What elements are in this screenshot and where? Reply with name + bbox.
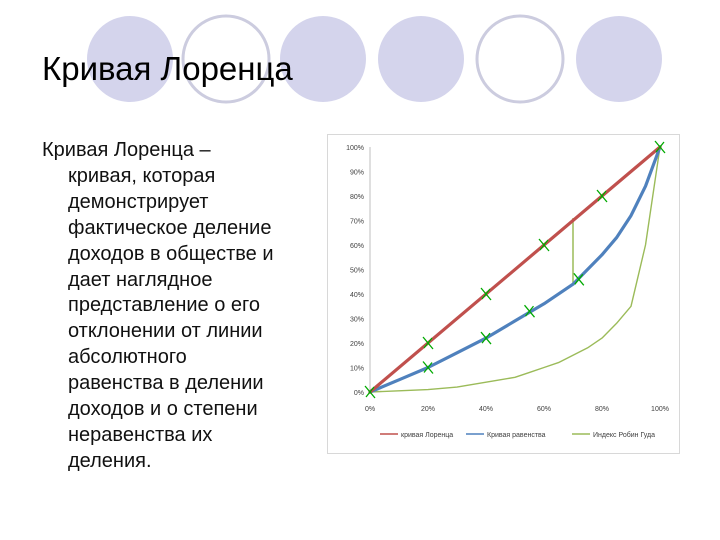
decorative-circle-4 bbox=[378, 16, 464, 102]
series-line-1 bbox=[368, 145, 662, 394]
decorative-circle-3 bbox=[280, 16, 366, 102]
annotation-mark bbox=[654, 140, 666, 154]
annotation-mark bbox=[364, 385, 376, 399]
x-tick-label: 0% bbox=[365, 406, 375, 413]
y-tick-label: 10% bbox=[350, 366, 364, 373]
annotation-mark bbox=[422, 361, 434, 374]
body-text-line: доходов и о степени bbox=[68, 398, 258, 421]
body-text-line: доходов в обществе и bbox=[68, 242, 274, 265]
body-text-line: отклонении от линии bbox=[68, 320, 263, 343]
y-tick-label: 100% bbox=[346, 145, 364, 152]
y-tick-label: 30% bbox=[350, 317, 364, 324]
body-text-line: кривая, которая bbox=[68, 164, 216, 187]
x-tick-label: 60% bbox=[537, 406, 551, 413]
x-tick-label: 80% bbox=[595, 406, 609, 413]
annotation-mark bbox=[480, 331, 492, 345]
legend-label: Кривая равенства bbox=[487, 432, 546, 439]
y-tick-label: 90% bbox=[350, 170, 364, 177]
decorative-circle-6 bbox=[576, 16, 662, 102]
annotation-mark bbox=[422, 336, 434, 350]
x-tick-label: 40% bbox=[479, 406, 493, 413]
legend-item: Индекс Робин Гуда bbox=[572, 431, 655, 439]
y-tick-label: 20% bbox=[350, 341, 364, 348]
annotation-mark bbox=[480, 287, 492, 301]
annotation-mark bbox=[538, 238, 550, 252]
y-tick-label: 40% bbox=[350, 292, 364, 299]
decorative-circles bbox=[87, 14, 662, 104]
body-text-line: неравенства их bbox=[68, 423, 213, 446]
decorative-circle-1 bbox=[87, 16, 173, 102]
y-tick-label: 60% bbox=[350, 243, 364, 250]
decorative-circle-5 bbox=[475, 14, 565, 104]
slide-title: Кривая Лоренца bbox=[42, 50, 293, 87]
legend-item: Кривая равенства bbox=[466, 432, 546, 439]
annotation-mark bbox=[596, 189, 608, 203]
series-line-3 bbox=[369, 146, 661, 393]
body-text-line: деления. bbox=[68, 449, 152, 472]
body-text-line: фактическое деление bbox=[68, 216, 272, 239]
y-tick-label: 50% bbox=[350, 268, 364, 275]
body-text-line: равенства в делении bbox=[68, 372, 264, 395]
annotation-mark bbox=[524, 304, 535, 318]
lorenz-chart-panel: 100% 90% 80% 70% 60% 50% 40% 30% 20% 10% 0% 0% 20% 40… bbox=[327, 134, 680, 454]
annotation-mark bbox=[573, 272, 585, 286]
body-text-line: Кривая Лоренца – bbox=[42, 139, 211, 161]
body-text-line: дает наглядное bbox=[68, 268, 213, 291]
legend-label: Индекс Робин Гуда bbox=[593, 431, 655, 439]
x-tick-label: 20% bbox=[421, 406, 435, 413]
body-text: Кривая Лоренца – кривая, которая демонстри… bbox=[42, 138, 332, 475]
body-text-line: представление о его bbox=[68, 294, 261, 317]
x-tick-label: 100% bbox=[651, 406, 669, 413]
body-text-line: абсолютного bbox=[68, 346, 187, 369]
legend-label: кривая Лоренца bbox=[401, 432, 453, 439]
y-tick-label: 70% bbox=[350, 219, 364, 226]
y-tick-label: 0% bbox=[354, 390, 364, 397]
y-tick-label: 80% bbox=[350, 194, 364, 201]
lorenz-chart: 100% 90% 80% 70% 60% 50% 40% 30% 20% 10% 0% 0% 20% 40… bbox=[346, 140, 669, 439]
body-text-line: демонстрирует bbox=[68, 190, 209, 213]
legend-item: кривая Лоренца bbox=[380, 432, 453, 439]
decorative-circle-2 bbox=[181, 14, 271, 104]
